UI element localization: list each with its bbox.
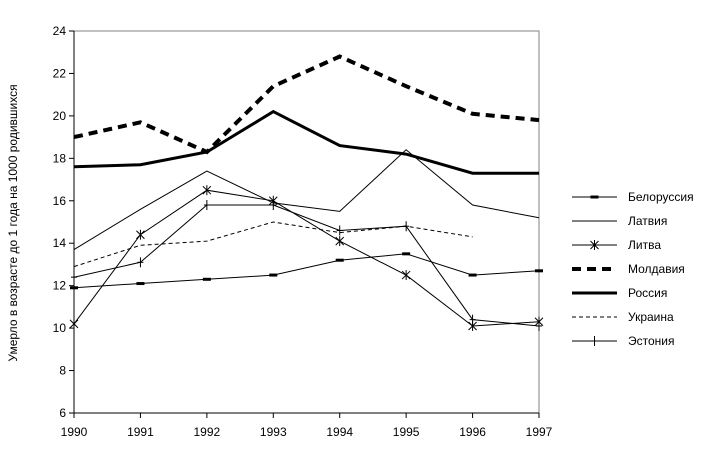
series-3-point — [335, 236, 345, 247]
legend-label: Россия — [628, 286, 667, 300]
series-3-point — [202, 185, 212, 196]
series-7-point — [336, 225, 343, 236]
series-5-line — [73, 109, 539, 175]
legend-item: Латвия — [572, 214, 667, 228]
series-7-point — [71, 272, 77, 283]
legend-label: Украина — [628, 310, 674, 324]
x-tick-label: 1997 — [526, 425, 553, 439]
y-tick-label: 18 — [53, 151, 67, 165]
legend-label: Молдавия — [628, 262, 685, 276]
x-tick-label: 1991 — [127, 425, 154, 439]
y-tick-label: 6 — [59, 406, 66, 420]
series-2 — [73, 149, 540, 251]
y-tick-label: 14 — [53, 236, 67, 250]
legend-marker — [590, 240, 599, 250]
legend-item: Украина — [572, 310, 674, 324]
legend-label: Латвия — [628, 214, 667, 228]
series-3-point — [401, 270, 411, 281]
legend-item: Эстония — [572, 334, 675, 348]
legend-item: Белоруссия — [572, 190, 694, 204]
series-7-point — [403, 221, 410, 232]
series-4-line — [73, 54, 540, 155]
series-7-point — [137, 257, 144, 268]
legend-item: Россия — [572, 286, 667, 300]
y-axis-label: Умерло в возрасте до 1 года на 1000 роди… — [6, 84, 20, 361]
plot-area-border — [73, 30, 540, 414]
y-tick-label: 10 — [53, 321, 67, 335]
series-3 — [69, 185, 544, 331]
series-3-point — [136, 229, 145, 240]
y-tick-label: 24 — [53, 24, 67, 38]
x-tick-label: 1993 — [260, 425, 287, 439]
x-tick-label: 1996 — [459, 425, 486, 439]
y-tick-label: 8 — [59, 364, 66, 378]
y-tick-label: 22 — [53, 66, 67, 80]
legend-marker — [591, 336, 598, 346]
series-7-line — [73, 204, 540, 327]
y-tick-label: 12 — [53, 279, 67, 293]
series-4 — [73, 54, 540, 155]
series-7-point — [270, 200, 277, 211]
series-5 — [73, 109, 539, 175]
legend-label: Эстония — [628, 334, 675, 348]
plot-frame — [73, 30, 540, 414]
x-tick-label: 1995 — [393, 425, 420, 439]
x-tick-label: 1990 — [61, 425, 88, 439]
y-axis: 6 8 10 12 14 16 18 20 22 24 — [53, 24, 74, 420]
series-7-point — [469, 314, 476, 325]
series-2-line — [73, 149, 540, 251]
y-tick-label: 16 — [53, 194, 67, 208]
legend: Белоруссия Латвия Литва Молдавия Россия Украи… — [572, 190, 694, 348]
x-tick-label: 1992 — [194, 425, 221, 439]
series-7 — [71, 200, 542, 331]
legend-item: Молдавия — [572, 262, 685, 276]
y-tick-label: 20 — [53, 109, 67, 123]
series-7-point — [536, 320, 542, 331]
series-7-point — [203, 200, 210, 211]
series-3-point — [69, 318, 79, 329]
series-layer — [69, 54, 544, 331]
x-tick-label: 1994 — [326, 425, 353, 439]
series-3-line — [73, 189, 540, 327]
legend-item: Литва — [572, 238, 661, 252]
legend-label: Белоруссия — [628, 190, 694, 204]
series-1 — [70, 252, 543, 290]
legend-label: Литва — [628, 238, 661, 252]
x-axis: 1990 1991 1992 1993 1994 1995 1996 1997 — [61, 413, 553, 439]
series-1-line — [73, 253, 540, 289]
